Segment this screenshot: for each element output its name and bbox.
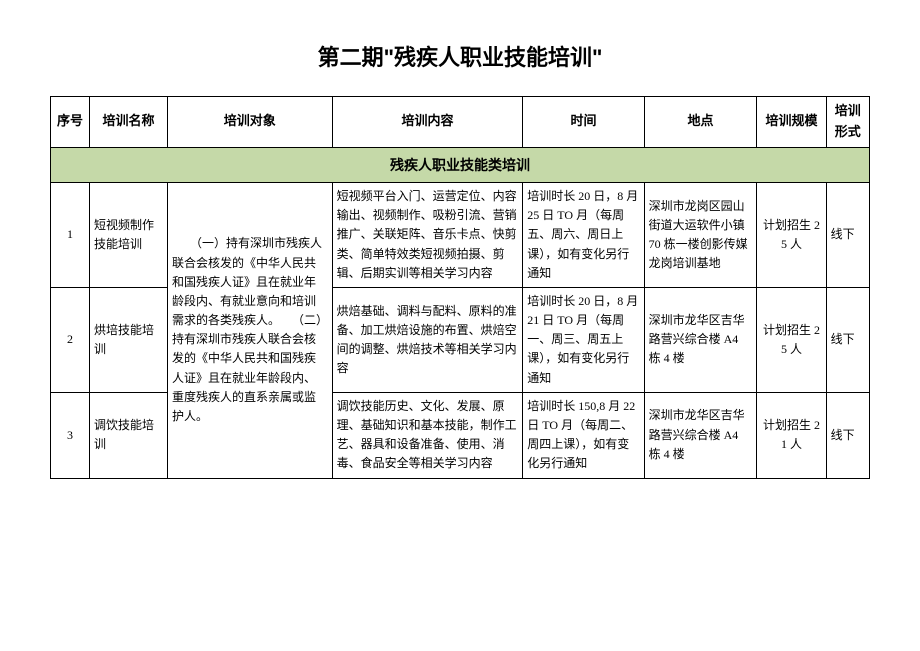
cell-seq: 2 xyxy=(51,287,90,392)
header-location: 地点 xyxy=(644,97,757,148)
cell-scale: 计划招生 25 人 xyxy=(757,287,826,392)
cell-name: 短视频制作技能培训 xyxy=(89,182,167,287)
header-name: 培训名称 xyxy=(89,97,167,148)
cell-form: 线下 xyxy=(826,182,869,287)
cell-time: 培训时长 150,8 月 22 日 TO 月（每周二、周四上课），如有变化另行通… xyxy=(523,392,644,478)
training-table: 序号 培训名称 培训对象 培训内容 时间 地点 培训规模 培训形式 残疾人职业技… xyxy=(50,96,870,479)
cell-form: 线下 xyxy=(826,287,869,392)
cell-scale: 计划招生 21 人 xyxy=(757,392,826,478)
header-target: 培训对象 xyxy=(167,97,332,148)
cell-time: 培训时长 20 日，8 月 21 日 TO 月（每周一、周三、周五上课），如有变… xyxy=(523,287,644,392)
cell-seq: 3 xyxy=(51,392,90,478)
header-scale: 培训规模 xyxy=(757,97,826,148)
cell-name: 调饮技能培训 xyxy=(89,392,167,478)
table-row: 1 短视频制作技能培训 （一）持有深圳市残疾人联合会核发的《中华人民共和国残疾人… xyxy=(51,182,870,287)
cell-name: 烘培技能培训 xyxy=(89,287,167,392)
cell-seq: 1 xyxy=(51,182,90,287)
cell-content: 短视频平台入门、运营定位、内容输出、视频制作、吸粉引流、营销推广、关联矩阵、音乐… xyxy=(332,182,523,287)
section-header-row: 残疾人职业技能类培训 xyxy=(51,147,870,182)
section-title: 残疾人职业技能类培训 xyxy=(51,147,870,182)
page-title: 第二期"残疾人职业技能培训" xyxy=(50,40,870,72)
header-time: 时间 xyxy=(523,97,644,148)
cell-scale: 计划招生 25 人 xyxy=(757,182,826,287)
table-header-row: 序号 培训名称 培训对象 培训内容 时间 地点 培训规模 培训形式 xyxy=(51,97,870,148)
cell-location: 深圳市龙华区吉华路营兴综合楼 A4 栋 4 楼 xyxy=(644,287,757,392)
cell-location: 深圳市龙华区吉华路营兴综合楼 A4 栋 4 楼 xyxy=(644,392,757,478)
cell-time: 培训时长 20 日，8 月 25 日 TO 月（每周五、周六、周日上课），如有变… xyxy=(523,182,644,287)
cell-content: 烘焙基础、调料与配料、原料的准备、加工烘焙设施的布置、烘焙空间的调整、烘焙技术等… xyxy=(332,287,523,392)
header-content: 培训内容 xyxy=(332,97,523,148)
header-seq: 序号 xyxy=(51,97,90,148)
cell-form: 线下 xyxy=(826,392,869,478)
cell-target-shared: （一）持有深圳市残疾人联合会核发的《中华人民共和国残疾人证》且在就业年龄段内、有… xyxy=(167,182,332,478)
header-form: 培训形式 xyxy=(826,97,869,148)
cell-location: 深圳市龙岗区园山街道大运软件小镇 70 栋一楼创影传媒龙岗培训基地 xyxy=(644,182,757,287)
cell-content: 调饮技能历史、文化、发展、原理、基础知识和基本技能，制作工艺、器具和设备准备、使… xyxy=(332,392,523,478)
